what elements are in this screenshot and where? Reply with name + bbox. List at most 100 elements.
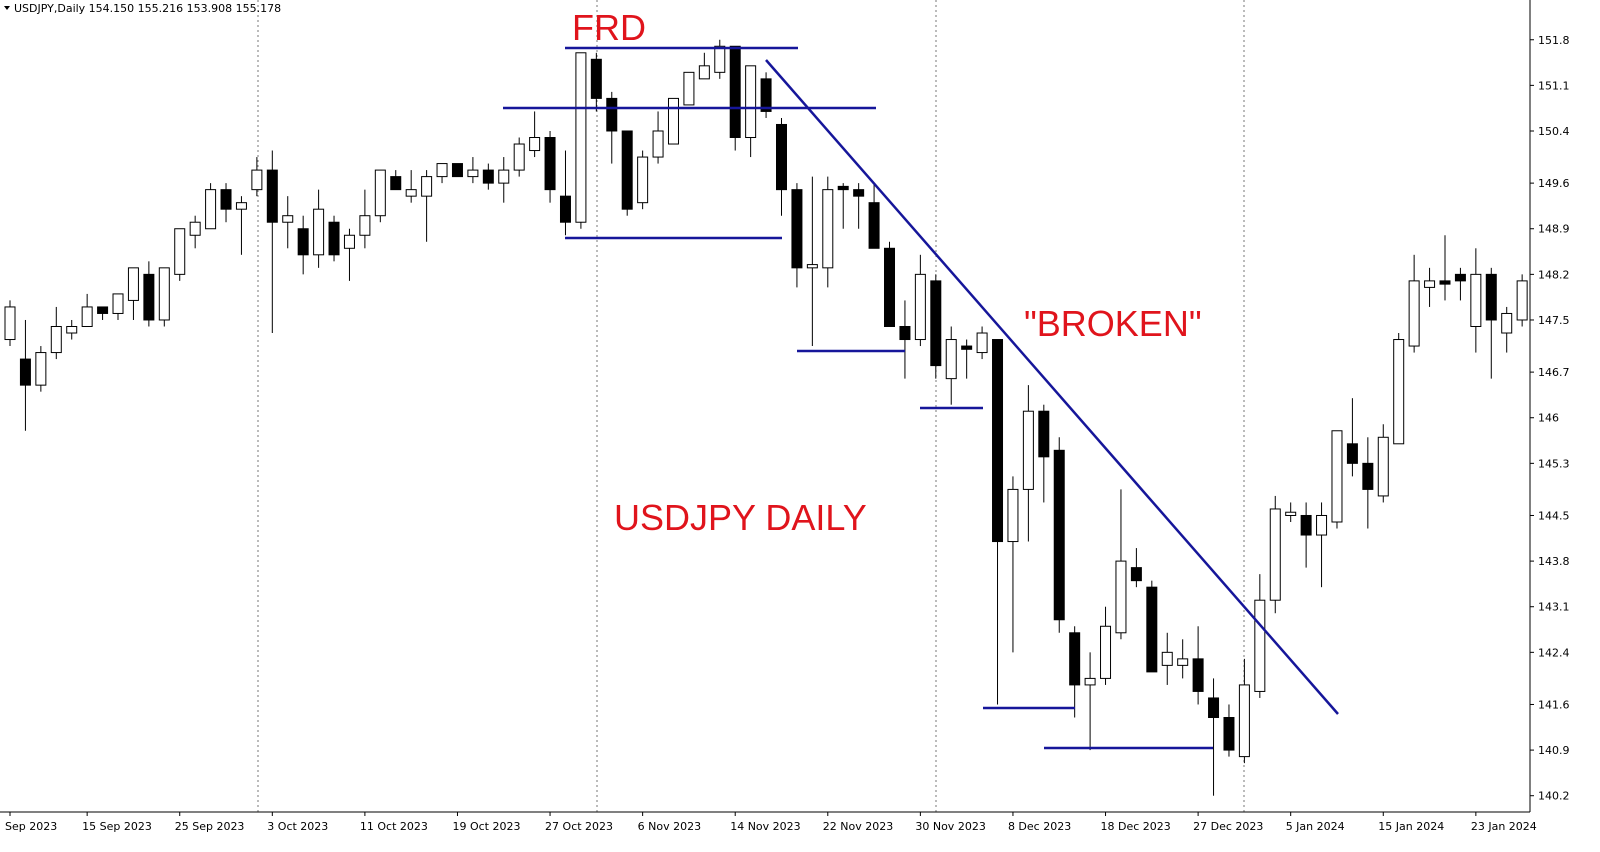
annotation: USDJPY DAILY	[614, 497, 867, 538]
x-tick-label: 30 Nov 2023	[915, 820, 985, 833]
candle-body	[899, 325, 911, 341]
candle-body	[529, 137, 541, 152]
candle-body	[1362, 462, 1374, 490]
candle-body	[1254, 599, 1266, 692]
y-tick-label: 146	[1538, 412, 1559, 425]
candle-body	[559, 195, 571, 223]
candle-body	[1331, 430, 1343, 523]
candle-body	[374, 169, 386, 217]
candle-body	[1038, 410, 1050, 458]
candle-body	[127, 267, 139, 301]
candle-body	[698, 65, 710, 80]
candle-body	[19, 358, 31, 386]
candle-body	[189, 221, 201, 236]
candle-body	[791, 189, 803, 269]
x-tick-label: 14 Nov 2023	[730, 820, 800, 833]
y-tick-label: 142.4	[1538, 646, 1570, 659]
candle-body	[729, 45, 741, 139]
candle-body	[1316, 514, 1328, 536]
candle-body	[544, 137, 556, 191]
candle-body	[1223, 717, 1235, 751]
candle-body	[1285, 511, 1297, 516]
menu-triangle[interactable]	[4, 6, 10, 10]
y-tick-label: 148.9	[1538, 223, 1570, 236]
candle-body	[1115, 560, 1127, 634]
candle-body	[174, 228, 186, 275]
candle-body	[1069, 632, 1081, 686]
candle-body	[575, 52, 587, 223]
annotation: FRD	[572, 7, 646, 48]
candle-body	[621, 130, 633, 210]
candle-body	[806, 264, 818, 269]
x-tick-label: 8 Dec 2023	[1008, 820, 1071, 833]
candle-body	[914, 273, 926, 341]
candle-body	[1424, 280, 1436, 288]
candle-body	[1192, 658, 1204, 692]
candle-body	[1208, 697, 1220, 719]
y-tick-label: 151.1	[1538, 79, 1570, 92]
candle-body	[66, 325, 78, 334]
candle-body	[343, 234, 355, 249]
candle-body	[667, 97, 679, 145]
candle-body	[235, 202, 247, 210]
candle-body	[1022, 410, 1034, 490]
x-tick-label: 25 Sep 2023	[175, 820, 245, 833]
candle-body	[112, 293, 124, 314]
x-tick-label: 27 Dec 2023	[1193, 820, 1263, 833]
candle-body	[992, 339, 1004, 543]
candle-body	[436, 163, 448, 178]
candle-body	[390, 176, 402, 191]
candle-body	[637, 156, 649, 204]
y-tick-label: 144.5	[1538, 509, 1570, 522]
y-tick-label: 141.6	[1538, 698, 1570, 711]
candle-body	[714, 45, 726, 73]
trend-line	[765, 59, 1339, 715]
candle-body	[1130, 567, 1142, 582]
x-tick-label: 27 Oct 2023	[545, 820, 613, 833]
candle-body	[282, 215, 294, 223]
candle-body	[4, 306, 16, 341]
candle-body	[421, 176, 433, 197]
x-tick-label: 18 Dec 2023	[1101, 820, 1171, 833]
candle-body	[158, 267, 170, 321]
y-tick-label: 149.6	[1538, 177, 1570, 190]
annotation: "BROKEN"	[1024, 303, 1202, 344]
candle-body	[220, 189, 232, 210]
candle-body	[405, 189, 417, 197]
candles	[4, 39, 1528, 796]
y-tick-label: 143.8	[1538, 555, 1570, 568]
candle-body	[498, 169, 510, 184]
candle-body	[683, 71, 695, 106]
candle-body	[853, 189, 865, 197]
y-tick-label: 148.2	[1538, 268, 1570, 281]
candle-body	[482, 169, 494, 184]
candle-body	[251, 169, 263, 191]
candle-body	[1377, 436, 1389, 497]
candle-body	[868, 202, 880, 249]
y-tick-label: 147.5	[1538, 314, 1570, 327]
candle-body	[1269, 508, 1281, 601]
candle-body	[1146, 586, 1158, 673]
candle-body	[1408, 280, 1420, 347]
candle-body	[760, 78, 772, 112]
y-tick-label: 143.1	[1538, 601, 1570, 614]
candle-body	[297, 228, 309, 256]
drawn-levels	[503, 46, 1339, 750]
candle-body	[1454, 273, 1466, 282]
candle-body	[1053, 449, 1065, 621]
x-tick-label: 15 Sep 2023	[82, 820, 152, 833]
candle-body	[884, 247, 896, 327]
candle-body	[1300, 514, 1312, 536]
candle-body	[1161, 651, 1173, 666]
x-tick-label: 5 Jan 2024	[1286, 820, 1345, 833]
chart-header: USDJPY,Daily 154.150 155.216 153.908 155…	[14, 2, 281, 15]
candle-body	[1084, 677, 1096, 686]
candle-body	[81, 306, 93, 327]
x-tick-label: 19 Oct 2023	[452, 820, 520, 833]
candle-body	[467, 169, 479, 178]
candle-body	[1516, 280, 1528, 321]
x-tick-label: 23 Jan 2024	[1471, 820, 1537, 833]
candle-body	[205, 189, 217, 230]
